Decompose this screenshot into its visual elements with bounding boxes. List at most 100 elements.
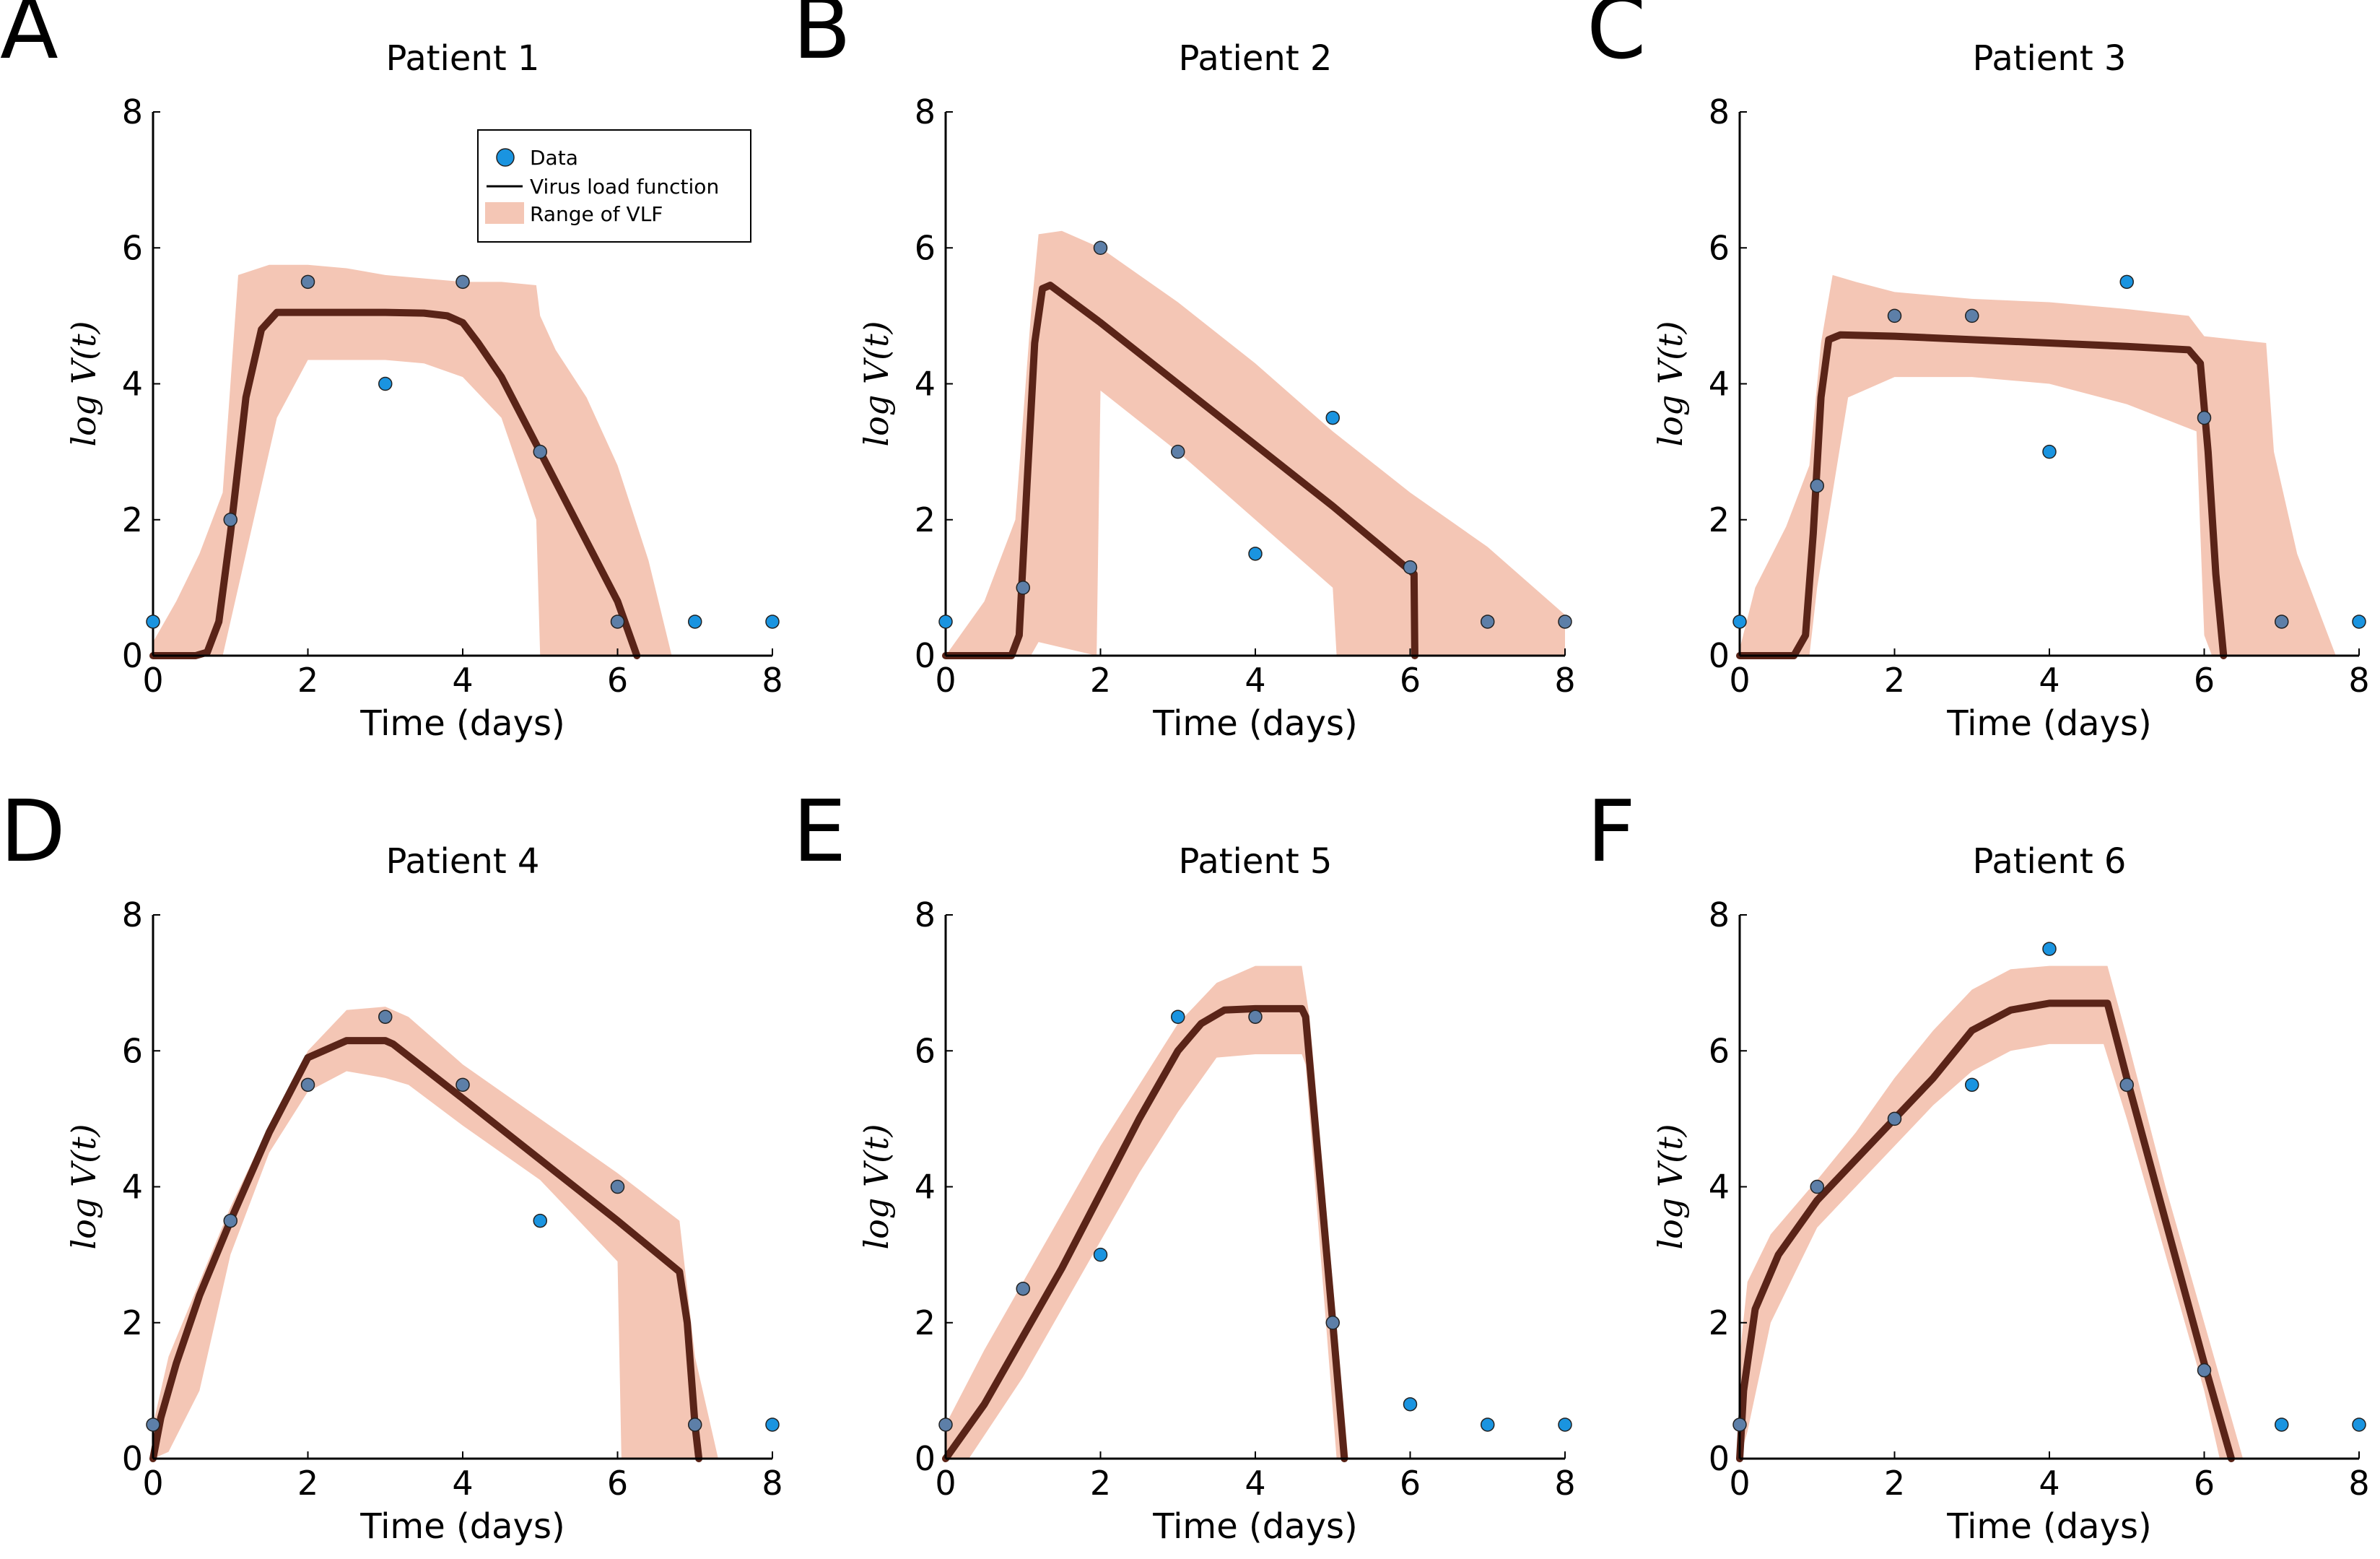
data-point [533, 1213, 547, 1228]
y-tick-label: 6 [1709, 1031, 1730, 1070]
data-point [1558, 1417, 1572, 1432]
x-tick-label: 2 [297, 1464, 318, 1503]
legend: Data Virus load function Range of VLF [477, 129, 751, 243]
panel-d: D Patient 4 0 2 4 6 8 0 2 4 6 8 Time (days) log V(t… [0, 781, 783, 1547]
y-tick-label: 2 [1709, 500, 1730, 539]
data-point [223, 1213, 237, 1228]
data-point [1481, 1417, 1495, 1432]
y-tick-label: 4 [915, 1168, 936, 1207]
y-axis-label: log V(t) [1651, 1124, 1690, 1249]
data-point [1732, 615, 1747, 629]
y-tick-label: 0 [915, 636, 936, 675]
data-point [1965, 1077, 1979, 1093]
data-point [2197, 410, 2212, 425]
virus-load-line [942, 1004, 1348, 1462]
panel-title: Patient 4 [386, 841, 540, 882]
data-point [688, 1417, 702, 1432]
x-tick-label: 6 [1400, 661, 1421, 700]
data-point [938, 615, 953, 629]
x-axis-label: Time (days) [1152, 703, 1357, 744]
data-point [1171, 444, 1185, 459]
x-axis-label: Time (days) [359, 1506, 565, 1547]
x-tick-label: 0 [1729, 1464, 1750, 1503]
x-tick-label: 6 [1400, 1464, 1421, 1503]
x-tick-label: 2 [1090, 1464, 1111, 1503]
y-tick-label: 2 [122, 500, 143, 539]
panel-letter: C [1587, 0, 1646, 78]
y-tick-label: 0 [915, 1439, 936, 1478]
data-point [146, 1417, 160, 1432]
y-tick-label: 8 [915, 895, 936, 934]
data-point [1810, 478, 1824, 493]
x-tick-label: 8 [1554, 1464, 1575, 1503]
data-point [1016, 581, 1030, 595]
y-axis-label: log V(t) [64, 1124, 103, 1249]
panel-title: Patient 3 [1973, 38, 2127, 79]
vlf-range-band [1740, 274, 2336, 656]
data-point [2197, 1363, 2212, 1378]
panel-letter: F [1587, 781, 1636, 881]
x-tick-label: 0 [142, 1464, 163, 1503]
y-tick-label: 6 [915, 1031, 936, 1070]
data-point [1403, 1397, 1418, 1412]
y-tick-label: 4 [1709, 365, 1730, 404]
data-point [688, 615, 702, 629]
panel-letter: A [0, 0, 58, 78]
x-tick-label: 2 [297, 661, 318, 700]
panel-f: F Patient 6 0 2 4 6 8 0 2 4 6 8 Time (days) log V(t… [1587, 781, 2370, 1547]
x-tick-label: 2 [1884, 1464, 1905, 1503]
vlf-range-band [153, 1007, 718, 1459]
x-axis-label: Time (days) [1946, 703, 2151, 744]
data-point [1965, 308, 1979, 323]
legend-label-range: Range of VLF [530, 202, 663, 226]
x-tick-label: 4 [2039, 661, 2059, 700]
data-point [1093, 240, 1108, 255]
vlf-range-band [153, 264, 672, 656]
legend-marker-range [485, 202, 524, 224]
data-point [610, 1179, 625, 1194]
y-axis-label: log V(t) [857, 321, 896, 446]
y-tick-label: 8 [915, 92, 936, 131]
x-tick-label: 0 [935, 661, 956, 700]
legend-marker-data [496, 148, 515, 167]
data-point [1016, 1281, 1030, 1296]
virus-load-line [942, 282, 1418, 659]
x-tick-label: 0 [142, 661, 163, 700]
panel-letter: B [793, 0, 851, 78]
y-axis-label: log V(t) [1651, 321, 1690, 446]
panel-letter: D [0, 781, 66, 881]
panel-b: B Patient 2 0 2 4 6 8 0 2 4 6 8 Time (days) log V(t… [793, 0, 1576, 744]
data-point [533, 444, 547, 459]
vlf-range-band [946, 965, 1348, 1459]
data-point [1887, 308, 1902, 323]
y-tick-label: 2 [915, 500, 936, 539]
y-tick-label: 2 [122, 1303, 143, 1342]
virus-load-line [1736, 331, 2228, 659]
x-tick-label: 8 [2348, 661, 2369, 700]
y-tick-label: 0 [122, 636, 143, 675]
panel-a: A Patient 1 0 2 4 6 8 0 2 4 6 8 Time (days) log V(t… [0, 0, 783, 744]
y-tick-label: 8 [122, 92, 143, 131]
x-axis-label: Time (days) [1152, 1506, 1357, 1547]
x-tick-label: 4 [1245, 661, 1265, 700]
x-tick-label: 6 [2194, 661, 2215, 700]
x-axis-label: Time (days) [1946, 1506, 2151, 1547]
data-point [1171, 1009, 1185, 1024]
y-tick-label: 6 [122, 228, 143, 267]
data-point [378, 376, 393, 391]
x-tick-label: 4 [1245, 1464, 1265, 1503]
data-point [378, 1009, 393, 1024]
data-point [2275, 1417, 2289, 1432]
data-point [1887, 1111, 1902, 1126]
x-tick-label: 0 [935, 1464, 956, 1503]
y-tick-label: 4 [122, 365, 143, 404]
y-tick-label: 2 [1709, 1303, 1730, 1342]
x-tick-label: 6 [2194, 1464, 2215, 1503]
data-point [765, 615, 780, 629]
y-tick-label: 4 [122, 1168, 143, 1207]
data-point [610, 615, 625, 629]
x-tick-label: 2 [1090, 661, 1111, 700]
x-tick-label: 4 [2039, 1464, 2059, 1503]
data-point [1481, 615, 1495, 629]
